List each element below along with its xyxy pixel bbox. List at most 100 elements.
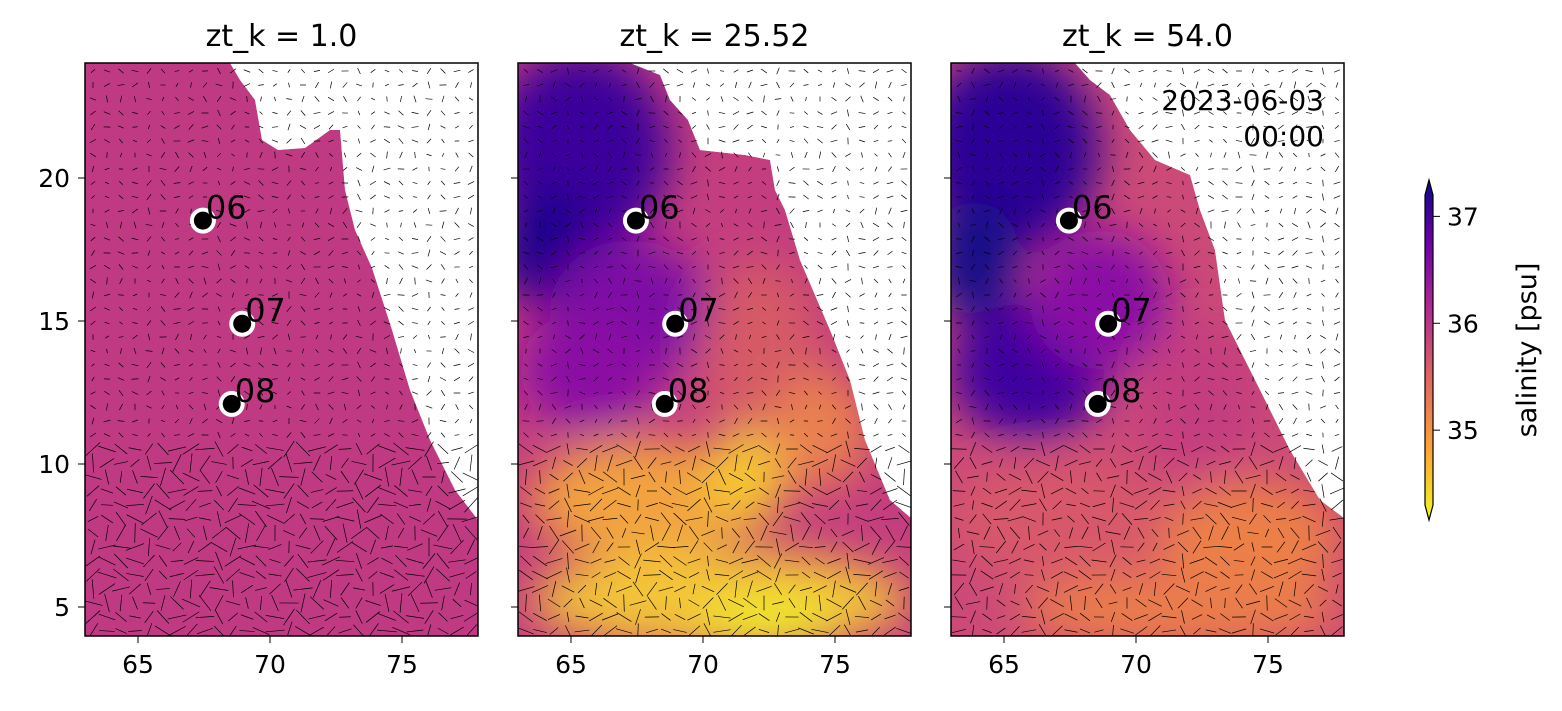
current-arrow [230, 375, 236, 383]
current-arrow [1166, 378, 1172, 380]
current-arrow [1207, 252, 1215, 254]
current-arrow [91, 579, 95, 599]
current-arrow [1022, 448, 1036, 450]
current-arrow [240, 459, 254, 467]
current-arrow [440, 264, 446, 270]
current-arrow [425, 279, 433, 283]
current-arrow [705, 209, 711, 213]
current-arrow [1064, 629, 1078, 633]
current-arrow [1008, 487, 1022, 495]
current-arrow [845, 83, 851, 87]
current-arrow [551, 250, 557, 256]
current-arrow [579, 126, 585, 128]
current-arrow [733, 195, 739, 199]
current-arrow [167, 488, 187, 494]
current-arrow [844, 500, 852, 510]
current-arrow [999, 166, 1003, 172]
current-arrow [1250, 569, 1256, 581]
current-arrow [364, 515, 382, 523]
current-arrow [747, 307, 753, 311]
current-arrow [762, 152, 766, 158]
current-arrow [106, 95, 108, 103]
current-arrow [1278, 277, 1284, 285]
current-arrow [817, 252, 823, 254]
current-arrow [1042, 236, 1044, 242]
current-arrow [868, 570, 884, 580]
current-arrow [378, 445, 396, 453]
current-arrow [470, 82, 472, 88]
current-arrow [537, 264, 543, 270]
current-arrow [817, 420, 823, 422]
current-arrow [255, 587, 267, 591]
current-arrow [817, 111, 823, 115]
current-arrow [676, 335, 684, 339]
station-label: 08 [1101, 372, 1142, 410]
current-arrow [800, 512, 812, 526]
current-arrow [659, 554, 673, 568]
current-arrow [441, 470, 445, 484]
current-arrow [455, 333, 459, 341]
current-arrow [634, 280, 642, 282]
current-arrow [1182, 431, 1184, 439]
current-arrow [673, 512, 687, 526]
current-arrow [534, 487, 546, 495]
current-arrow [352, 497, 366, 513]
current-arrow [1331, 626, 1343, 636]
current-arrow [650, 335, 654, 339]
current-arrow [161, 138, 165, 144]
current-arrow [174, 251, 180, 255]
current-arrow [433, 544, 453, 550]
current-arrow [1125, 151, 1129, 159]
current-arrow [844, 279, 852, 283]
y-tick-label: 20 [38, 164, 70, 193]
current-arrow [1252, 623, 1254, 636]
current-arrow [438, 510, 448, 528]
current-arrow [230, 110, 236, 116]
current-arrow [398, 210, 404, 212]
current-arrow [231, 124, 235, 130]
current-arrow [524, 404, 528, 410]
current-arrow [1334, 125, 1340, 129]
current-arrow [537, 526, 543, 540]
current-arrow [565, 625, 571, 636]
current-arrow [131, 237, 139, 241]
current-arrow [1192, 540, 1202, 554]
current-arrow [748, 334, 752, 340]
current-arrow [1122, 556, 1132, 566]
current-arrow [314, 418, 320, 424]
current-arrow [1152, 392, 1158, 394]
current-arrow [440, 125, 446, 129]
current-arrow [440, 362, 446, 368]
current-arrow [804, 278, 808, 284]
current-arrow [384, 83, 390, 87]
current-arrow [342, 125, 348, 129]
panel-2-current-arrows [518, 67, 911, 636]
current-arrow [1274, 598, 1288, 608]
current-arrow [1251, 193, 1255, 201]
current-arrow [1012, 111, 1018, 115]
current-arrow [173, 321, 181, 325]
current-arrow [828, 500, 840, 510]
current-arrow [970, 138, 976, 144]
current-arrow [1149, 558, 1161, 564]
current-arrow [713, 629, 731, 633]
current-arrow [687, 558, 701, 564]
current-arrow [230, 68, 236, 74]
current-arrow [357, 110, 361, 116]
current-arrow [1334, 222, 1340, 228]
current-arrow [811, 459, 829, 467]
current-arrow [520, 486, 532, 496]
current-arrow [411, 111, 419, 115]
current-arrow [1138, 377, 1144, 381]
current-arrow [1264, 195, 1270, 199]
current-arrow [679, 469, 681, 485]
current-arrow [788, 391, 796, 395]
current-arrow [299, 168, 307, 170]
current-arrow [689, 540, 699, 554]
current-arrow [1084, 221, 1086, 229]
current-arrow [691, 69, 697, 73]
current-arrow [1306, 433, 1312, 437]
current-arrow [113, 553, 129, 569]
current-arrow [758, 487, 770, 495]
current-arrow [1266, 95, 1268, 103]
